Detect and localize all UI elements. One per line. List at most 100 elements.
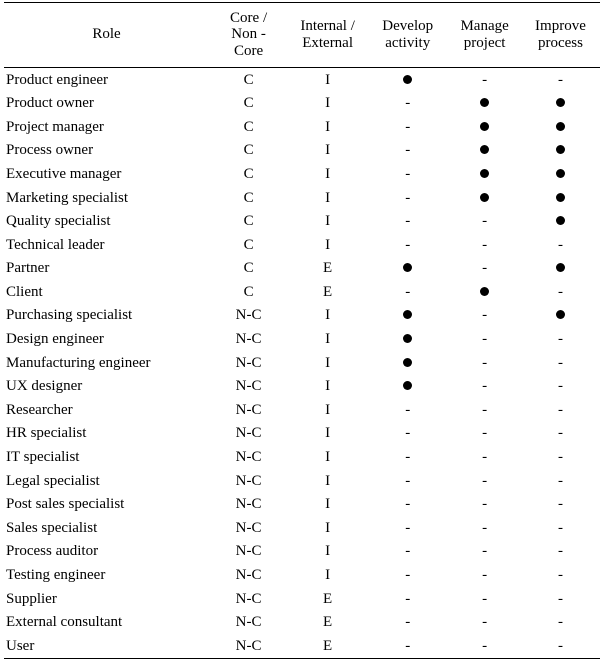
develop-activity-cell: -	[367, 280, 448, 304]
role-cell: External consultant	[4, 611, 209, 635]
filled-dot-icon	[555, 168, 565, 178]
dash-mark: -	[405, 425, 411, 442]
role-cell: Product engineer	[4, 68, 209, 92]
develop-activity-cell: -	[367, 210, 448, 234]
dash-mark: -	[405, 118, 411, 135]
improve-process-cell: -	[521, 398, 600, 422]
table-row: Process auditor N-C I - - -	[4, 540, 600, 564]
core-cell: N-C	[209, 611, 288, 635]
table-row: Marketing specialist C I -	[4, 186, 600, 210]
cell-value: N-C	[235, 425, 262, 442]
cell-value: I	[325, 496, 331, 513]
develop-activity-cell: -	[367, 540, 448, 564]
cell-value: N-C	[235, 449, 262, 466]
role-cell: Client	[4, 280, 209, 304]
manage-project-cell: -	[448, 587, 521, 611]
role-cell: HR specialist	[4, 422, 209, 446]
cell-value: I	[325, 449, 331, 466]
dash-mark: -	[405, 519, 411, 536]
dash-mark: -	[557, 378, 563, 395]
dash-mark: -	[482, 519, 488, 536]
dash-mark: -	[482, 378, 488, 395]
header-internal-external: Internal / External	[288, 3, 367, 68]
internal-external-cell: I	[288, 92, 367, 116]
role-name: Executive manager	[6, 165, 122, 182]
improve-process-cell: -	[521, 634, 600, 658]
table-row: Testing engineer N-C I - - -	[4, 563, 600, 587]
cell-value: I	[325, 543, 331, 560]
internal-external-cell: I	[288, 139, 367, 163]
dash-mark: -	[482, 354, 488, 371]
cell-value: I	[325, 378, 331, 395]
cell-value: C	[243, 189, 254, 206]
dash-mark: -	[405, 213, 411, 230]
dash-mark: -	[482, 472, 488, 489]
cell-value: C	[243, 142, 254, 159]
improve-process-cell: -	[521, 493, 600, 517]
table-row: Sales specialist N-C I - - -	[4, 516, 600, 540]
cell-value: I	[325, 71, 331, 88]
core-cell: C	[209, 115, 288, 139]
cell-value: N-C	[235, 637, 262, 654]
internal-external-cell: E	[288, 257, 367, 281]
role-name: Design engineer	[6, 331, 104, 348]
improve-process-cell	[521, 257, 600, 281]
internal-external-cell: I	[288, 563, 367, 587]
filled-dot-icon	[403, 357, 413, 367]
role-name: Quality specialist	[6, 213, 111, 230]
table-row: Quality specialist C I - -	[4, 210, 600, 234]
develop-activity-cell	[367, 68, 448, 92]
core-cell: C	[209, 92, 288, 116]
role-name: Product engineer	[6, 71, 109, 88]
dash-mark: -	[557, 354, 563, 371]
manage-project-cell	[448, 92, 521, 116]
cell-value: C	[243, 283, 254, 300]
internal-external-cell: E	[288, 634, 367, 658]
cell-value: I	[325, 519, 331, 536]
develop-activity-cell	[367, 351, 448, 375]
core-cell: C	[209, 162, 288, 186]
role-cell: Supplier	[4, 587, 209, 611]
table-row: IT specialist N-C I - - -	[4, 446, 600, 470]
manage-project-cell: -	[448, 469, 521, 493]
role-cell: Executive manager	[4, 162, 209, 186]
improve-process-cell	[521, 186, 600, 210]
role-cell: Quality specialist	[4, 210, 209, 234]
filled-dot-icon	[403, 381, 413, 391]
role-name: Supplier	[6, 590, 57, 607]
core-cell: N-C	[209, 398, 288, 422]
table-row: Technical leader C I - - -	[4, 233, 600, 257]
cell-value: N-C	[235, 307, 262, 324]
develop-activity-cell	[367, 304, 448, 328]
develop-activity-cell: -	[367, 162, 448, 186]
filled-dot-icon	[555, 310, 565, 320]
improve-process-cell: -	[521, 280, 600, 304]
filled-dot-icon	[555, 145, 565, 155]
dash-mark: -	[405, 165, 411, 182]
cell-value: I	[325, 354, 331, 371]
dash-mark: -	[482, 307, 488, 324]
cell-value: C	[243, 213, 254, 230]
manage-project-cell: -	[448, 351, 521, 375]
dash-mark: -	[482, 236, 488, 253]
internal-external-cell: E	[288, 611, 367, 635]
develop-activity-cell: -	[367, 92, 448, 116]
manage-project-cell: -	[448, 304, 521, 328]
role-cell: UX designer	[4, 375, 209, 399]
cell-value: N-C	[235, 331, 262, 348]
manage-project-cell: -	[448, 540, 521, 564]
dash-mark: -	[405, 614, 411, 631]
manage-project-cell: -	[448, 233, 521, 257]
role-cell: Manufacturing engineer	[4, 351, 209, 375]
cell-value: N-C	[235, 472, 262, 489]
internal-external-cell: I	[288, 351, 367, 375]
role-name: HR specialist	[6, 425, 87, 442]
internal-external-cell: I	[288, 398, 367, 422]
improve-process-cell	[521, 162, 600, 186]
cell-value: I	[325, 331, 331, 348]
filled-dot-icon	[480, 286, 490, 296]
dash-mark: -	[557, 472, 563, 489]
core-cell: N-C	[209, 563, 288, 587]
table-row: Product engineer C I - -	[4, 68, 600, 92]
header-core-line-1: Core /	[230, 9, 268, 26]
